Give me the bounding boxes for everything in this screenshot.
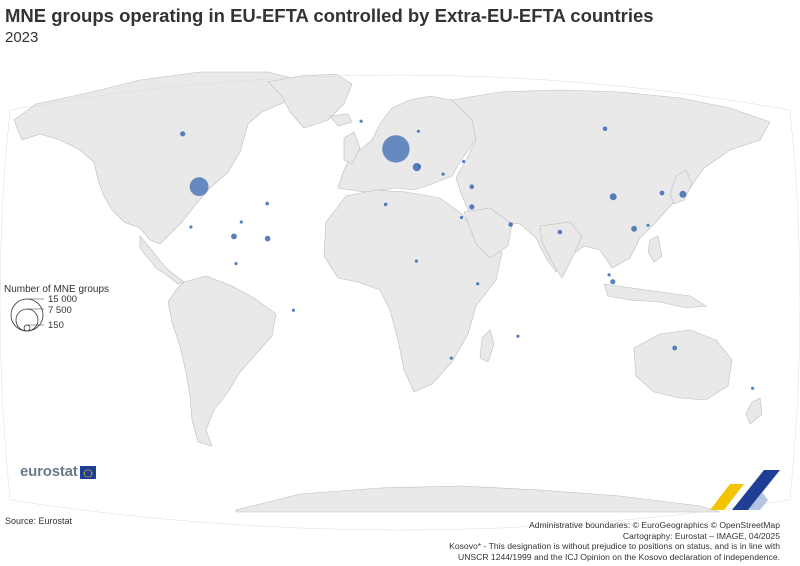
land-indonesia — [603, 283, 707, 309]
bubble-russia — [602, 126, 608, 132]
legend-circles — [10, 298, 44, 332]
bubble-kenya — [476, 282, 480, 286]
bubble-canada — [180, 131, 186, 137]
bubble-brazil — [291, 308, 295, 312]
bubble-india — [557, 229, 563, 235]
legend-label-150: 150 — [48, 320, 64, 331]
bubble-turkey — [469, 184, 475, 189]
cartography-note: Cartography: Eurostat – IMAGE, 04/2025 — [622, 530, 780, 541]
eu-flag-icon — [79, 466, 96, 479]
legend-circle-large — [10, 298, 44, 332]
bubble-hong-kong — [631, 225, 637, 232]
bubble-united-kingdom — [382, 135, 410, 163]
bubble-nigeria — [414, 259, 418, 263]
bubble-singapore — [610, 279, 616, 285]
bubble-malaysia — [607, 273, 611, 277]
landmasses — [13, 71, 771, 513]
page-subtitle: 2023 — [5, 29, 39, 46]
bubble-serbia — [441, 172, 445, 176]
legend-title: Number of MNE groups — [4, 284, 110, 295]
bubble-egypt — [459, 215, 464, 220]
legend-circle-medium — [15, 308, 39, 332]
land-antarctica — [235, 485, 721, 513]
legend: Number of MNE groups 15 000 7 500 150 — [4, 284, 124, 354]
admin-boundaries-note: Administrative boundaries: © EuroGeograp… — [528, 520, 780, 530]
legend-label-15000: 15 000 — [48, 294, 78, 305]
land-arabia — [463, 207, 513, 259]
eurostat-wordmark: eurostat — [20, 463, 78, 480]
bubble-mauritius — [516, 334, 520, 338]
land-philippines — [647, 235, 663, 263]
legend-label-7500: 7 500 — [48, 305, 72, 316]
land-new-zealand — [745, 397, 763, 425]
bubble-bahamas — [239, 220, 243, 224]
land-asia — [451, 89, 771, 273]
bubble-israel — [469, 204, 475, 210]
land-iceland — [329, 113, 353, 127]
bubble-bermuda — [265, 201, 270, 206]
land-japan — [669, 169, 693, 205]
bubble-ukraine — [462, 159, 466, 164]
bubble-cayman-islands — [231, 233, 237, 240]
eurostat-logo: eurostat — [20, 463, 96, 480]
legend-circle-small — [23, 324, 31, 332]
bubble-panama — [234, 262, 238, 266]
eurostat-chevron-icon — [710, 470, 780, 510]
land-madagascar — [479, 329, 495, 363]
bubble-south-korea — [659, 190, 665, 196]
bubble-china — [609, 193, 617, 201]
land-british-isles — [343, 131, 361, 165]
land-india — [539, 221, 583, 279]
bubble-liechtenstein — [417, 164, 422, 168]
page-title: MNE groups operating in EU-EFTA controll… — [5, 5, 654, 26]
kosovo-note-line-1: Kosovo* - This designation is without pr… — [449, 541, 780, 552]
bubble-south-africa — [449, 356, 453, 360]
bubble-iceland — [359, 119, 363, 123]
land-greenland — [267, 73, 353, 129]
map-frame — [0, 74, 800, 531]
bubble-taiwan — [646, 223, 650, 227]
source-note: Source: Eurostat — [5, 516, 73, 526]
land-australia — [633, 329, 733, 401]
bubble-australia — [672, 345, 678, 351]
land-central-america — [139, 235, 185, 285]
bubble-mexico — [189, 225, 193, 229]
bubble-new-zealand — [751, 386, 755, 390]
footnotes: Administrative boundaries: © EuroGeograp… — [330, 520, 780, 562]
bubble-british-virgin-islands — [264, 235, 271, 242]
bubble-morocco — [383, 202, 388, 207]
bubble-united-states — [189, 177, 209, 197]
bubble-layer — [180, 119, 755, 390]
bubble-norway — [416, 129, 420, 133]
land-africa — [323, 189, 503, 393]
kosovo-note-line-2: UNSCR 1244/1999 and the ICJ Opinion on t… — [457, 551, 780, 562]
land-south-america — [167, 275, 277, 447]
bubble-japan — [679, 190, 687, 198]
bubble-united-arab-emirates — [508, 222, 513, 227]
